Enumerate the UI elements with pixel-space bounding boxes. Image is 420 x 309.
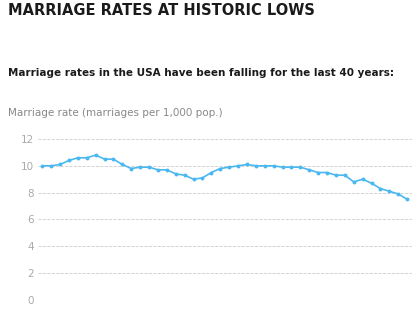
Text: Marriage rate (marriages per 1,000 pop.): Marriage rate (marriages per 1,000 pop.) <box>8 108 223 118</box>
Text: MARRIAGE RATES AT HISTORIC LOWS: MARRIAGE RATES AT HISTORIC LOWS <box>8 3 315 18</box>
Text: Marriage rates in the USA have been falling for the last 40 years:: Marriage rates in the USA have been fall… <box>8 68 394 78</box>
